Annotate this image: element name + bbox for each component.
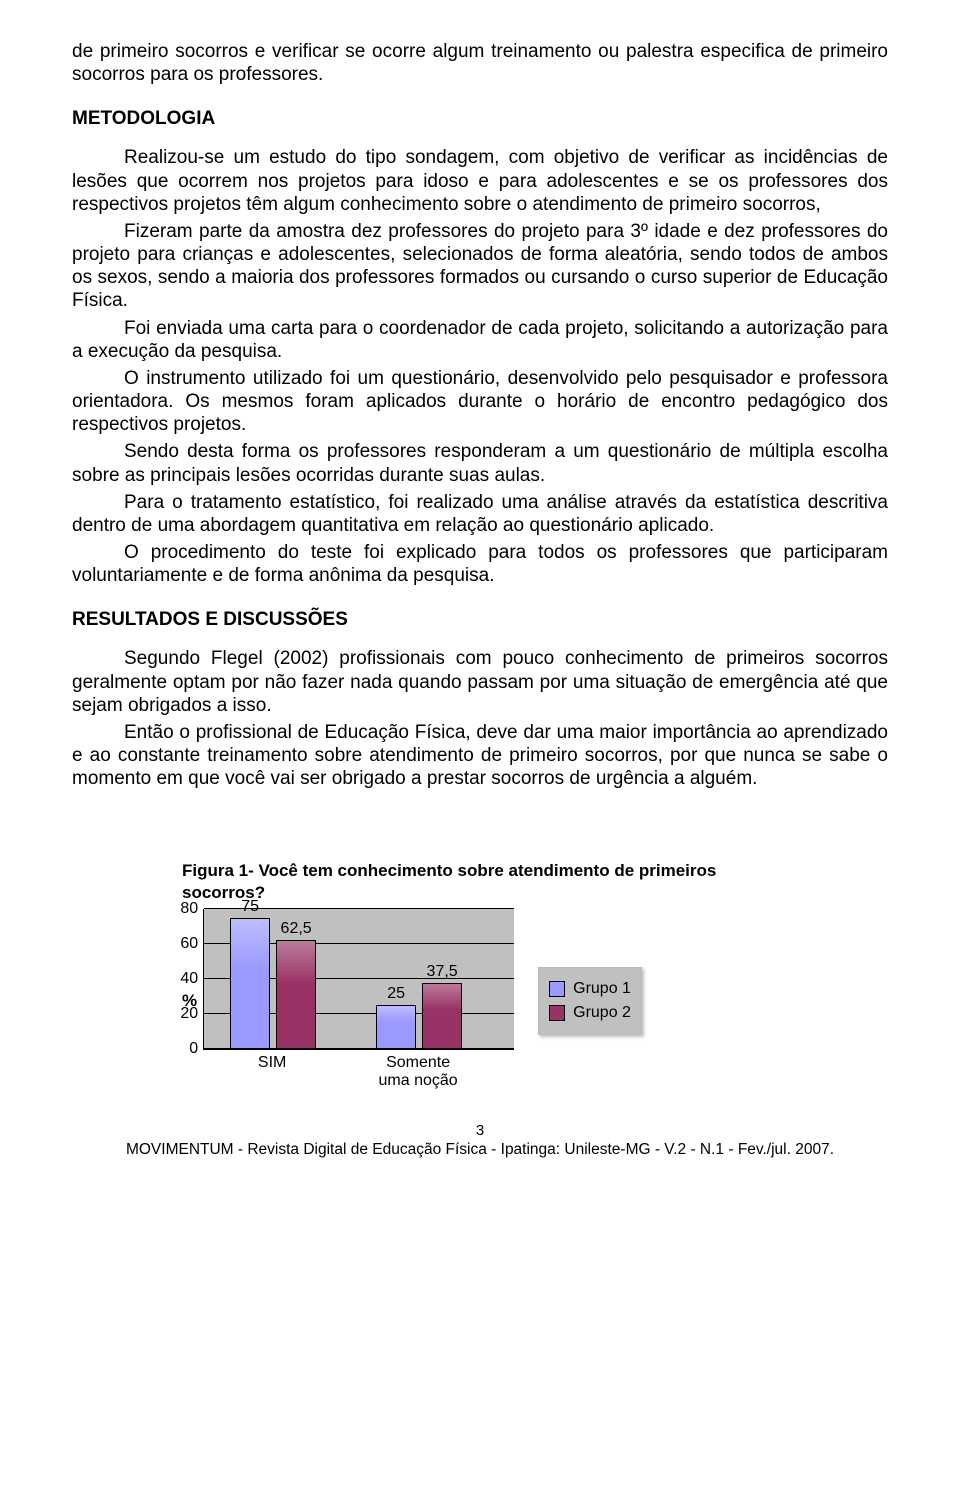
plot-area: 0204060807562,52537,5 <box>203 909 514 1050</box>
paragraph: Sendo desta forma os professores respond… <box>72 440 888 486</box>
page-number: 3 <box>72 1122 888 1139</box>
bar <box>422 983 462 1049</box>
paragraph: de primeiro socorros e verificar se ocor… <box>72 40 888 86</box>
y-tick-label: 80 <box>180 900 204 918</box>
paragraph: O procedimento do teste foi explicado pa… <box>72 541 888 587</box>
heading-metodologia: METODOLOGIA <box>72 108 888 130</box>
paragraph: Para o tratamento estatístico, foi reali… <box>72 491 888 537</box>
legend-item: Grupo 1 <box>549 980 631 998</box>
y-tick-label: 20 <box>180 1005 204 1023</box>
legend-label: Grupo 1 <box>573 980 631 998</box>
chart-body: % 0204060807562,52537,5 SIMSomente uma n… <box>182 909 742 1094</box>
bar-value-label: 75 <box>241 898 259 916</box>
legend-label: Grupo 2 <box>573 1004 631 1022</box>
x-axis-labels: SIM Somente uma noção <box>203 1054 513 1094</box>
heading-resultados: RESULTADOS E DISCUSSÕES <box>72 609 888 631</box>
y-tick-label: 0 <box>189 1040 204 1058</box>
document-page: de primeiro socorros e verificar se ocor… <box>0 0 960 1189</box>
y-tick-label: 40 <box>180 970 204 988</box>
paragraph: O instrumento utilizado foi um questioná… <box>72 367 888 437</box>
footer-citation: MOVIMENTUM - Revista Digital de Educação… <box>72 1141 888 1159</box>
paragraph: Foi enviada uma carta para o coordenador… <box>72 317 888 363</box>
chart-plot: 0204060807562,52537,5 SIM Somente uma noç… <box>203 909 514 1094</box>
bar-value-label: 37,5 <box>427 963 458 981</box>
bar <box>376 1005 416 1049</box>
legend-item: Grupo 2 <box>549 1004 631 1022</box>
bar <box>276 940 316 1049</box>
x-tick-label: Somente uma noção <box>375 1054 461 1091</box>
paragraph: Fizeram parte da amostra dez professores… <box>72 220 888 313</box>
legend-swatch <box>549 981 565 997</box>
legend-swatch <box>549 1005 565 1021</box>
y-tick-label: 60 <box>180 935 204 953</box>
paragraph: Então o profissional de Educação Física,… <box>72 721 888 791</box>
chart-legend: Grupo 1 Grupo 2 <box>538 967 642 1035</box>
paragraph: Realizou-se um estudo do tipo sondagem, … <box>72 146 888 216</box>
bar-group <box>230 918 316 1049</box>
figure-1: Figura 1- Você tem conhecimento sobre at… <box>182 860 742 1094</box>
bar <box>230 918 270 1049</box>
paragraph: Segundo Flegel (2002) profissionais com … <box>72 647 888 717</box>
chart-title: Figura 1- Você tem conhecimento sobre at… <box>182 860 742 903</box>
bar-group <box>376 983 462 1049</box>
x-tick-label: SIM <box>229 1054 315 1072</box>
